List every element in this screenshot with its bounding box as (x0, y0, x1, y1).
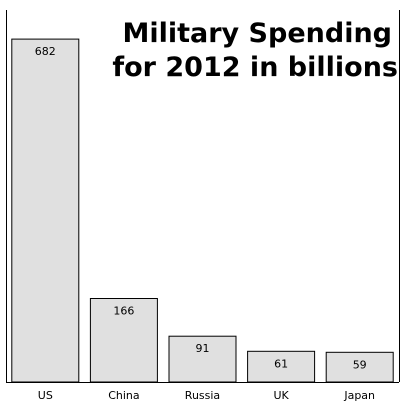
x-tick-label-us: US (38, 389, 53, 402)
x-tick-label-uk: UK (273, 389, 289, 402)
data-label-japan: 59 (353, 358, 367, 371)
chart-title: Military Spending for 2012 in billions (112, 18, 398, 83)
data-label-russia: 91 (196, 342, 210, 355)
bar-us (11, 38, 80, 383)
bar-russia (168, 335, 237, 383)
labels-layer: 682 US 166 China 91 Russia 61 UK 59 Japan (35, 45, 375, 402)
data-label-uk: 61 (274, 357, 288, 370)
bars-layer (11, 38, 394, 383)
x-tick-label-russia: Russia (185, 389, 220, 402)
x-tick-label-china: China (108, 389, 139, 402)
x-tick-label-japan: Japan (343, 389, 375, 402)
chart-title-line-1: Military Spending (122, 18, 392, 49)
bar-japan (325, 351, 394, 383)
chart-title-line-2: for 2012 in billions (112, 52, 398, 83)
data-label-china: 166 (113, 305, 134, 318)
axes-layer (6, 10, 400, 383)
bar-china (89, 298, 158, 383)
data-label-us: 682 (35, 45, 56, 58)
